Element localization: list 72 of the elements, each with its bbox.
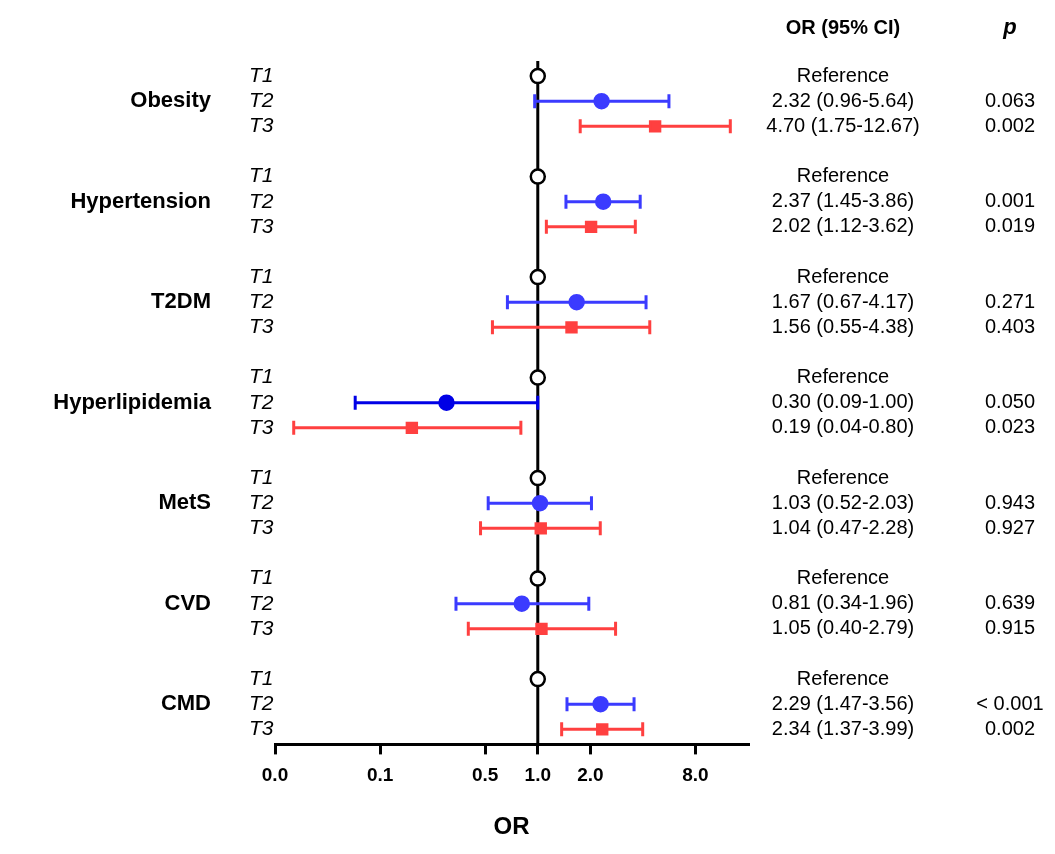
text: 2.37 (1.45-3.86) [771,189,915,212]
text: T2 [249,490,274,514]
text: T2 [249,691,274,715]
text: 0.19 (0.04-0.80) [771,415,915,438]
text: 0.81 (0.34-1.96) [771,591,915,614]
y-tick-label: MetS [158,489,211,515]
text: T1 [249,163,274,187]
text: 0.023 [984,415,1036,438]
text: 0.927 [984,515,1036,538]
x-tick-label: 0.1 [366,764,394,786]
text: 0.943 [984,490,1036,513]
x-tick-label: 8.0 [682,764,709,786]
text: 2.34 (1.37-3.99) [771,716,915,739]
text: 1.03 (0.52-2.03) [771,490,915,513]
text: T1 [249,62,274,86]
text: Reference [796,164,890,187]
text: T1 [249,565,274,589]
text: Reference [796,264,890,287]
text: T2 [249,389,274,413]
y-tick-label: CVD [164,589,211,615]
text: Reference [796,365,890,388]
text: 2.32 (0.96-5.64) [771,88,915,111]
text: 0.002 [984,113,1036,136]
text: 0.639 [984,591,1036,614]
text: 0.063 [984,88,1036,111]
text: Reference [796,566,890,589]
text: 0.30 (0.09-1.00) [771,390,915,413]
text: T3 [249,113,274,137]
text: 0.019 [984,214,1036,237]
text: 0.001 [984,189,1036,212]
text: 1.56 (0.55-4.38) [771,314,915,337]
text: 0.915 [984,616,1036,639]
text: OR (95% CI) [785,15,901,38]
x-tick-label: 0.0 [261,764,289,786]
text: Reference [796,465,890,488]
text: T3 [249,314,274,338]
text: 1.05 (0.40-2.79) [771,616,915,639]
text: T2 [249,289,274,313]
y-tick-label: Obesity [130,87,212,113]
text: T1 [249,263,274,287]
text: Reference [796,63,890,86]
text: T2 [249,88,274,112]
text: 2.02 (1.12-3.62) [771,214,915,237]
y-tick-label: CMD [160,690,211,716]
x-tick-label: 2.0 [577,764,604,786]
text: T1 [249,364,274,388]
text: T2 [249,590,274,614]
text: T3 [249,414,274,438]
y-tick-label: T2DM [151,288,211,314]
text: < 0.001 [976,691,1044,714]
text: Reference [796,666,890,689]
x-axis-title: OR [493,812,530,840]
text: 0.403 [984,314,1036,337]
text: T3 [249,213,274,237]
text: T1 [249,665,274,689]
y-tick-label: Hyperlipidemia [53,388,212,414]
text: T3 [249,615,274,639]
text: 0.050 [984,390,1036,413]
text: 2.29 (1.47-3.56) [771,691,915,714]
text: p [1002,14,1017,40]
text: 0.002 [984,716,1036,739]
text: 0.271 [984,289,1036,312]
text: 1.04 (0.47-2.28) [771,515,915,538]
text: T2 [249,188,274,212]
x-tick-label: 0.5 [472,764,499,786]
text: 4.70 (1.75-12.67) [766,113,920,136]
text: T1 [249,464,274,488]
text: T3 [249,716,274,740]
x-tick-label: 1.0 [524,764,551,786]
text: 1.67 (0.67-4.17) [771,289,915,312]
text: T3 [249,515,274,539]
y-tick-label: Hypertension [70,187,211,213]
